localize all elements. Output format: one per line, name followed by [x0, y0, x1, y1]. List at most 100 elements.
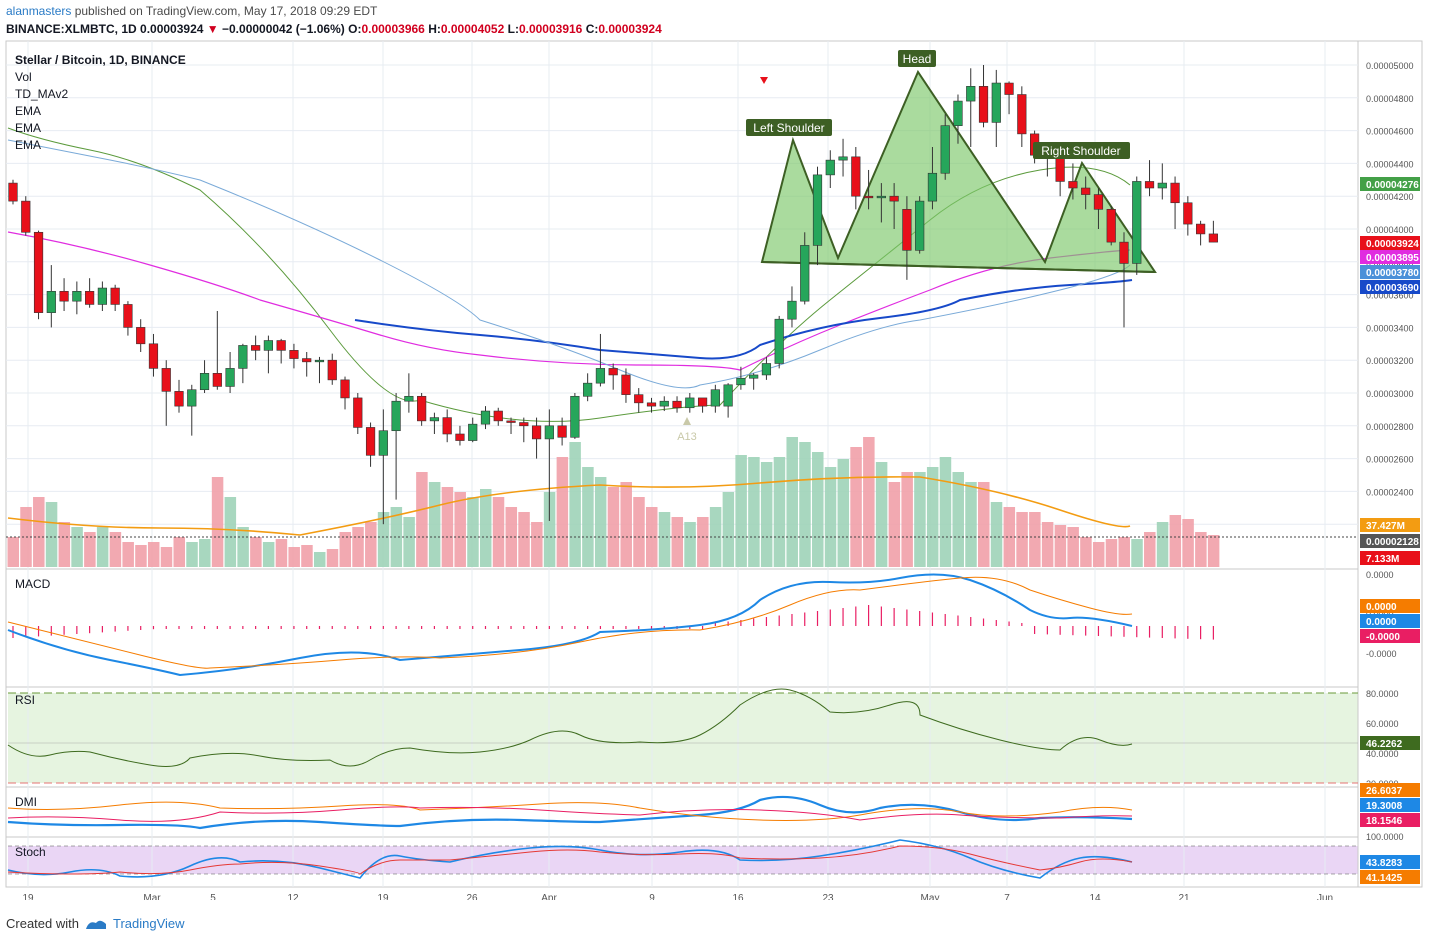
price-tick: 0.00003600 [1366, 291, 1414, 301]
volume-bar [748, 457, 760, 567]
volume-bar [339, 532, 352, 567]
pattern-labels: Left Shoulder Head Right Shoulder A13 [677, 50, 1130, 443]
volume-bar [620, 482, 632, 567]
candle-body [161, 368, 171, 392]
volume-bar [1105, 539, 1118, 567]
rsi-tick: 80.0000 [1366, 689, 1399, 699]
volume-bar [403, 517, 415, 567]
volume-bar [990, 502, 1003, 567]
candle-body [1196, 223, 1206, 235]
volume-bar [211, 477, 224, 567]
volume-bar [863, 437, 875, 567]
candle-body [953, 100, 963, 126]
volume-bar [454, 492, 466, 567]
price-tick: 0.00004600 [1366, 127, 1414, 137]
volume-bar [160, 547, 173, 567]
price-tag-text: 0.00002128 [1366, 537, 1419, 548]
volume-bar [850, 447, 862, 567]
candle-body [46, 291, 56, 313]
candle-body [697, 397, 708, 407]
author-link[interactable]: alanmasters [6, 4, 72, 18]
volume-bar [888, 482, 901, 567]
legend: Stellar / Bitcoin, 1D, BINANCE Vol TD_MA… [15, 53, 186, 859]
time-tick: Mar [143, 893, 161, 900]
candle-body [915, 200, 925, 251]
rsi-label: RSI [15, 693, 35, 707]
high-label: H: [428, 22, 441, 36]
candle-body [1017, 94, 1027, 135]
volume-bar [518, 512, 530, 567]
candle-body [710, 389, 720, 407]
candle-body [276, 340, 286, 351]
volume-bars [6, 437, 1358, 567]
candle-body [940, 125, 950, 174]
volume-bar [313, 552, 326, 567]
volume-bar [122, 542, 134, 567]
volume-bar [1156, 522, 1169, 567]
chart-canvas[interactable]: Left Shoulder Head Right Shoulder A13 0.… [0, 0, 1429, 900]
candle-body [927, 172, 938, 202]
candle-body [519, 422, 529, 427]
stoch-tag-text: 41.1425 [1366, 873, 1403, 884]
price-tick: 0.00002600 [1366, 455, 1414, 465]
candle-body [263, 340, 274, 351]
candle-body [531, 425, 542, 440]
time-axis[interactable]: 19 Mar 5 12 19 26 Apr 9 16 23 May 7 14 21 Jun [22, 893, 1333, 900]
price-tag-text: 0.00003780 [1366, 268, 1419, 279]
candle-body [570, 395, 580, 438]
volume-bar [939, 457, 952, 567]
time-tick: May [921, 893, 940, 900]
dmi-tag [1360, 798, 1420, 812]
volume-bar [58, 522, 71, 567]
candle-body [774, 318, 784, 364]
candle-body [455, 433, 465, 441]
volume-bar [365, 522, 377, 567]
volume-bar [1195, 532, 1207, 567]
volume-bar [288, 547, 300, 567]
macd-tag-text: 0.0000 [1366, 602, 1397, 613]
legend-td-ma: TD_MAv2 [15, 87, 68, 101]
candle-body [608, 368, 618, 376]
candle-body [646, 402, 657, 407]
volume-bar [135, 545, 147, 567]
candle-body [659, 400, 669, 407]
candle-body [123, 304, 133, 328]
candle-body [863, 195, 874, 199]
volume-bar [1029, 512, 1041, 567]
last-price: 0.00003924 [140, 22, 204, 36]
candle-body [97, 287, 107, 305]
time-tick: Jun [1317, 893, 1333, 900]
rsi-line [7, 688, 1133, 767]
volume-bar [607, 487, 620, 567]
volume-bar [837, 459, 850, 567]
price-tag [1360, 534, 1420, 548]
close-value: 0.00003924 [598, 22, 662, 36]
candle-body [557, 425, 567, 438]
volume-bar [84, 532, 96, 567]
ema-long-line [354, 279, 1133, 360]
volume-bar [875, 462, 888, 567]
footer: Created with TradingView [6, 916, 185, 931]
volume-bar [492, 497, 505, 567]
time-tick: 12 [287, 893, 299, 900]
volume-bar [543, 492, 556, 567]
candle-body [1208, 233, 1218, 243]
dmi-tag-text: 26.6037 [1366, 786, 1403, 797]
brand-link[interactable]: TradingView [112, 916, 185, 931]
published-text: published on TradingView.com, May 17, 20… [71, 4, 378, 18]
volume-bar [722, 492, 735, 567]
low-label: L: [507, 22, 519, 36]
price-tick: 0.00004200 [1366, 192, 1414, 202]
dmi-tag [1360, 813, 1420, 827]
price-tick: 0.00005000 [1366, 61, 1414, 71]
di-minus-line [7, 806, 1133, 822]
candle-body [851, 156, 861, 197]
candle-body [812, 174, 823, 246]
price-axis[interactable]: 0.00005000 0.00004800 0.00004600 0.00004400… [1360, 61, 1420, 565]
volume-bar [1118, 537, 1130, 567]
price-tick: 0.00004800 [1366, 94, 1414, 104]
dmi-tag [1360, 783, 1420, 797]
candle-body [378, 430, 388, 456]
candle-body [1081, 187, 1091, 195]
head-and-shoulders-pattern [760, 69, 1157, 274]
